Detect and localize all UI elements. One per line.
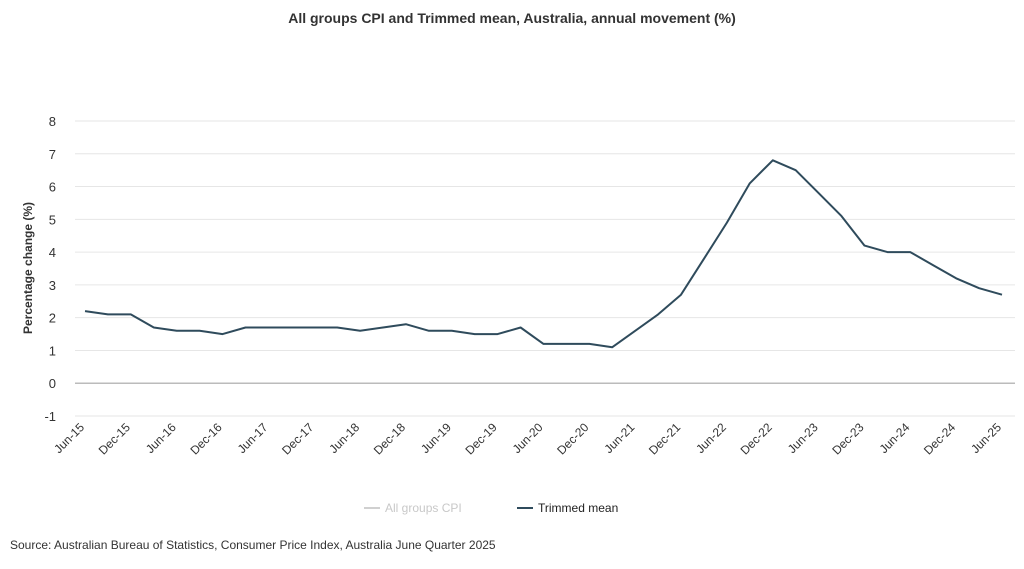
x-tick-label: Dec-22	[738, 420, 775, 457]
legend-item-all-groups-cpi[interactable]: All groups CPI	[364, 501, 462, 515]
y-tick-label: 2	[49, 311, 56, 326]
y-tick-label: -1	[44, 409, 56, 424]
x-tick-label: Dec-23	[829, 420, 866, 457]
x-axis: Jun-15 Dec-15 Jun-16 Dec-16 Jun-17 Dec-17 Jun-…	[51, 420, 1004, 457]
y-tick-label: 7	[49, 147, 56, 162]
x-tick-label: Jun-19	[418, 420, 454, 456]
y-tick-label: 1	[49, 343, 56, 358]
y-tick-label: 5	[49, 212, 56, 227]
x-tick-label: Dec-16	[187, 420, 224, 457]
x-tick-label: Dec-15	[96, 420, 133, 457]
x-tick-label: Jun-17	[235, 420, 271, 456]
source-note: Source: Australian Bureau of Statistics,…	[10, 538, 496, 552]
series-layer	[84, 159, 1003, 349]
legend-label-all-groups-cpi: All groups CPI	[385, 501, 462, 515]
x-tick-label: Jun-21	[601, 420, 637, 456]
x-tick-label: Jun-24	[877, 420, 913, 456]
x-tick-label: Dec-18	[371, 420, 408, 457]
x-tick-label: Jun-22	[693, 420, 729, 456]
y-axis: -1 0 1 2 3 4 5 6 7 8	[44, 114, 56, 424]
y-tick-label: 4	[49, 245, 56, 260]
legend: All groups CPI Trimmed mean	[364, 501, 618, 515]
x-tick-label: Dec-21	[646, 420, 683, 457]
y-tick-label: 3	[49, 278, 56, 293]
y-tick-label: 8	[49, 114, 56, 129]
series-line-trimmed-mean	[84, 159, 1003, 349]
x-tick-label: Jun-25	[968, 420, 1004, 456]
y-axis-label: Percentage change (%)	[21, 202, 35, 334]
x-tick-label: Jun-15	[51, 420, 87, 456]
y-tick-label: 6	[49, 180, 56, 195]
x-tick-label: Dec-20	[554, 420, 591, 457]
x-tick-label: Dec-17	[279, 420, 316, 457]
x-tick-label: Dec-19	[463, 420, 500, 457]
x-tick-label: Jun-18	[326, 420, 362, 456]
legend-label-trimmed-mean: Trimmed mean	[538, 501, 618, 515]
x-tick-label: Jun-20	[510, 420, 546, 456]
chart-title: All groups CPI and Trimmed mean, Austral…	[288, 10, 736, 26]
x-tick-label: Dec-24	[921, 420, 958, 457]
gridlines	[75, 120, 1015, 417]
y-tick-label: 0	[49, 376, 56, 391]
legend-item-trimmed-mean[interactable]: Trimmed mean	[517, 501, 618, 515]
x-tick-label: Jun-16	[143, 420, 179, 456]
x-tick-label: Jun-23	[785, 420, 821, 456]
